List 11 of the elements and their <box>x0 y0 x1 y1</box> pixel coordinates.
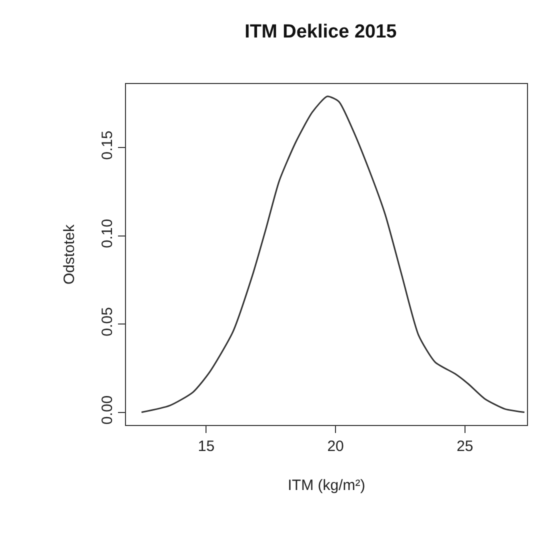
x-tick-label: 25 <box>456 438 474 456</box>
y-axis-title: Odstotek <box>61 224 78 285</box>
y-tick-label: 0.00 <box>98 395 116 425</box>
x-axis-title: ITM (kg/m²) <box>288 477 366 494</box>
line-series <box>140 96 526 414</box>
chart-title: ITM Deklice 2015 <box>244 22 398 43</box>
x-tick-label: 15 <box>198 438 215 456</box>
x-tick-label: 20 <box>327 438 344 456</box>
y-tick-label: 0.10 <box>98 218 116 248</box>
y-tick-label: 0.05 <box>98 307 116 336</box>
y-tick-label: 0.15 <box>98 130 116 160</box>
